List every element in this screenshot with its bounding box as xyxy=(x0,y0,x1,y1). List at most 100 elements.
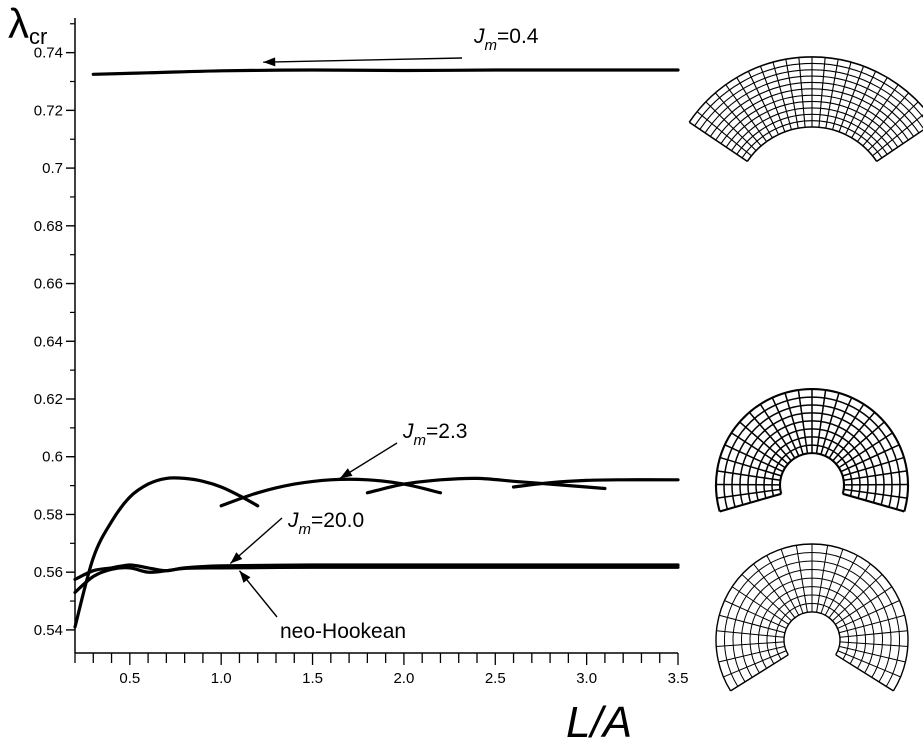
mesh-spoke xyxy=(835,421,885,465)
y-tick-label: 0.54 xyxy=(34,622,63,639)
mesh-spoke xyxy=(820,548,844,614)
mesh-spoke xyxy=(824,555,858,616)
mesh-spoke xyxy=(832,62,852,130)
mesh-spoke xyxy=(815,389,827,454)
mesh-spoke xyxy=(798,57,806,128)
mesh-spoke xyxy=(828,403,865,459)
series-line xyxy=(365,476,607,495)
mesh-spoke xyxy=(785,59,799,129)
mesh-spoke xyxy=(862,92,909,147)
mesh-spoke xyxy=(838,432,893,469)
mesh-spoke xyxy=(688,121,748,163)
mesh-spoke xyxy=(856,84,899,142)
mesh-spoke xyxy=(838,66,865,133)
x-tick-label: 2.5 xyxy=(485,670,506,687)
mesh-spoke xyxy=(839,630,908,638)
series-line xyxy=(91,68,680,76)
series-jm-0-4 xyxy=(91,68,680,76)
arrow-jm04 xyxy=(263,57,463,67)
mesh-ring xyxy=(783,611,841,656)
mesh-spoke xyxy=(741,574,792,622)
series-jm-2-3 xyxy=(73,476,680,629)
arrow-jm200 xyxy=(229,517,283,565)
y-tick-label: 0.7 xyxy=(42,160,63,177)
y-tick-label: 0.66 xyxy=(34,276,63,293)
y-tick-label: 0.58 xyxy=(34,506,63,523)
mesh-spoke xyxy=(759,66,786,133)
x-tick-label: 1.5 xyxy=(302,670,323,687)
mesh-spoke xyxy=(725,84,768,142)
mesh-spoke xyxy=(766,555,800,616)
arrow-jm23 xyxy=(339,442,398,479)
mesh-spoke xyxy=(719,614,786,634)
mesh-spoke xyxy=(825,59,839,129)
mesh-spoke xyxy=(759,403,796,459)
mesh-spoke xyxy=(838,614,905,634)
annotation-jm200: Jm=20.0 xyxy=(287,509,364,538)
mesh-spoke xyxy=(820,392,840,455)
x-tick-label: 1.0 xyxy=(211,670,232,687)
mesh-open-ring-icon xyxy=(714,388,910,513)
series-layer xyxy=(73,68,680,629)
y-tick-label: 0.56 xyxy=(34,564,63,581)
mesh-spoke xyxy=(753,563,796,619)
mesh-spoke xyxy=(716,641,785,647)
mesh-spoke xyxy=(837,650,901,678)
y-axis-title: λcr xyxy=(8,0,47,49)
mesh-spoke xyxy=(719,492,782,513)
mesh-spoke xyxy=(730,654,789,692)
mesh-spoke xyxy=(716,630,785,638)
arrow-shaft xyxy=(263,57,463,63)
mesh-spoke xyxy=(835,654,894,692)
y-tick-label: 0.74 xyxy=(34,45,63,62)
mesh-spoke xyxy=(867,101,919,152)
mesh-spoke xyxy=(731,586,789,625)
mesh-spoke xyxy=(797,389,809,454)
mesh-spoke xyxy=(824,397,853,457)
mesh-ring xyxy=(778,452,846,495)
mesh-spoke xyxy=(851,77,888,139)
mesh-spoke xyxy=(716,470,781,482)
x-tick-label: 3.0 xyxy=(576,670,597,687)
mesh-spoke xyxy=(876,129,923,163)
arrow-head xyxy=(339,468,353,479)
mesh-spoke xyxy=(784,392,804,455)
arrow-head xyxy=(263,57,276,67)
mesh-spoke xyxy=(845,71,877,135)
x-tick-label: 3.5 xyxy=(668,670,689,687)
mesh-insets xyxy=(688,56,923,692)
mesh-spoke xyxy=(816,545,829,613)
mesh-spoke xyxy=(748,411,792,462)
mesh-spoke xyxy=(832,574,883,622)
x-axis-title: L/A xyxy=(566,698,632,745)
mesh-spoke xyxy=(747,71,779,135)
y-tick-label: 0.64 xyxy=(34,333,63,350)
mesh-spoke xyxy=(705,101,757,152)
y-tick-label: 0.6 xyxy=(42,449,63,466)
mesh-spoke xyxy=(843,470,908,482)
mesh-spoke xyxy=(842,492,905,513)
mesh-spoke xyxy=(843,488,908,499)
mesh-spoke xyxy=(840,444,900,473)
mesh-spoke xyxy=(837,600,900,629)
mesh-spoke xyxy=(842,456,905,477)
mesh-spoke xyxy=(724,444,784,473)
mesh-spoke xyxy=(696,111,752,157)
axes: 0.54 0.56 0.58 0.6 0.62 0.64 0.66 0.68 0.7 0.72 0.… xyxy=(34,18,689,687)
series-line xyxy=(73,565,680,594)
mesh-spoke xyxy=(715,92,762,147)
annotation-jm23: Jm=2.3 xyxy=(402,420,467,449)
mesh-spoke xyxy=(718,645,785,663)
y-tick-label: 0.72 xyxy=(34,102,63,119)
y-tick-label: 0.68 xyxy=(34,218,63,235)
annotation-neo-hookean: neo-Hookean xyxy=(280,620,406,643)
mesh-spoke xyxy=(719,456,782,477)
x-tick-label: 0.5 xyxy=(119,670,140,687)
annotation-jm04: Jm=0.4 xyxy=(473,25,539,54)
mesh-spoke xyxy=(716,488,781,499)
mesh-spoke xyxy=(739,421,789,465)
mesh-spoke xyxy=(771,397,800,457)
mesh-wide-ring-icon xyxy=(715,543,909,692)
mesh-spoke xyxy=(780,548,804,614)
